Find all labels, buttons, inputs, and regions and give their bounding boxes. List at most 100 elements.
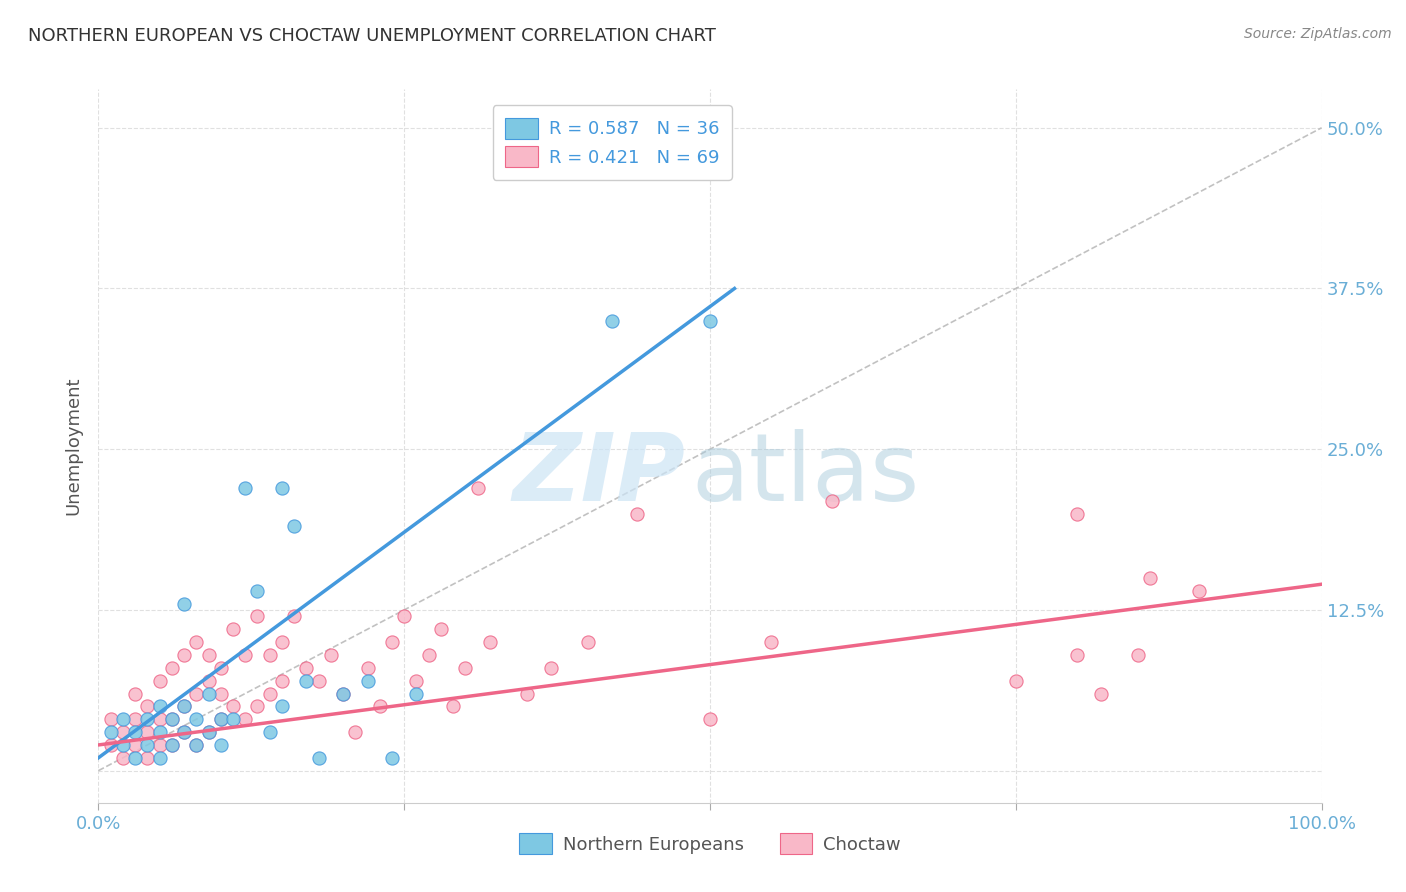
Point <box>209 686 232 700</box>
Point <box>600 313 623 327</box>
Point <box>209 738 232 752</box>
Point <box>356 661 378 675</box>
Point <box>173 597 195 611</box>
Point <box>186 738 208 752</box>
Point <box>124 725 146 739</box>
Point <box>233 481 256 495</box>
Point <box>478 635 501 649</box>
Point <box>405 673 427 688</box>
Point <box>283 519 305 533</box>
Y-axis label: Unemployment: Unemployment <box>65 376 83 516</box>
Point <box>197 648 219 662</box>
Point <box>209 661 232 675</box>
Point <box>160 738 183 752</box>
Legend: Northern Europeans, Choctaw: Northern Europeans, Choctaw <box>509 822 911 865</box>
Point <box>626 507 648 521</box>
Point <box>319 648 342 662</box>
Point <box>149 673 172 688</box>
Point <box>1090 686 1112 700</box>
Point <box>173 699 195 714</box>
Point <box>246 699 269 714</box>
Point <box>259 686 281 700</box>
Point <box>160 738 183 752</box>
Point <box>136 738 159 752</box>
Point <box>186 712 208 726</box>
Point <box>149 751 172 765</box>
Point <box>149 725 172 739</box>
Point <box>233 712 256 726</box>
Point <box>160 661 183 675</box>
Point <box>381 635 404 649</box>
Point <box>149 738 172 752</box>
Point <box>259 725 281 739</box>
Point <box>186 738 208 752</box>
Point <box>699 313 721 327</box>
Text: atlas: atlas <box>692 428 920 521</box>
Point <box>246 583 269 598</box>
Point <box>761 635 783 649</box>
Point <box>124 686 146 700</box>
Point <box>173 699 195 714</box>
Point <box>344 725 367 739</box>
Point <box>405 686 427 700</box>
Point <box>332 686 354 700</box>
Point <box>111 725 134 739</box>
Point <box>222 699 245 714</box>
Point <box>381 751 404 765</box>
Point <box>111 751 134 765</box>
Point <box>418 648 440 662</box>
Point <box>160 712 183 726</box>
Point <box>186 686 208 700</box>
Point <box>295 673 318 688</box>
Point <box>173 725 195 739</box>
Point <box>111 712 134 726</box>
Point <box>308 751 330 765</box>
Point <box>1066 648 1088 662</box>
Text: ZIP: ZIP <box>513 428 686 521</box>
Point <box>222 622 245 636</box>
Point <box>233 648 256 662</box>
Point <box>1188 583 1211 598</box>
Point <box>136 751 159 765</box>
Point <box>270 481 294 495</box>
Point <box>111 738 134 752</box>
Point <box>283 609 305 624</box>
Point <box>1004 673 1026 688</box>
Text: NORTHERN EUROPEAN VS CHOCTAW UNEMPLOYMENT CORRELATION CHART: NORTHERN EUROPEAN VS CHOCTAW UNEMPLOYMEN… <box>28 27 716 45</box>
Point <box>160 712 183 726</box>
Text: Source: ZipAtlas.com: Source: ZipAtlas.com <box>1244 27 1392 41</box>
Point <box>136 725 159 739</box>
Point <box>149 699 172 714</box>
Point <box>222 712 245 726</box>
Point <box>821 493 844 508</box>
Point <box>186 635 208 649</box>
Point <box>197 725 219 739</box>
Point <box>308 673 330 688</box>
Point <box>699 712 721 726</box>
Point <box>467 481 489 495</box>
Point <box>270 699 294 714</box>
Point <box>173 725 195 739</box>
Point <box>136 712 159 726</box>
Point <box>173 648 195 662</box>
Point <box>259 648 281 662</box>
Point <box>124 751 146 765</box>
Point <box>209 712 232 726</box>
Point <box>270 673 294 688</box>
Point <box>356 673 378 688</box>
Point <box>332 686 354 700</box>
Point <box>515 686 537 700</box>
Point <box>149 712 172 726</box>
Point <box>124 738 146 752</box>
Point <box>392 609 416 624</box>
Point <box>368 699 391 714</box>
Point <box>100 712 122 726</box>
Point <box>197 725 219 739</box>
Point <box>441 699 464 714</box>
Point <box>100 738 122 752</box>
Point <box>540 661 562 675</box>
Point <box>454 661 477 675</box>
Point <box>1066 507 1088 521</box>
Point <box>209 712 232 726</box>
Point <box>246 609 269 624</box>
